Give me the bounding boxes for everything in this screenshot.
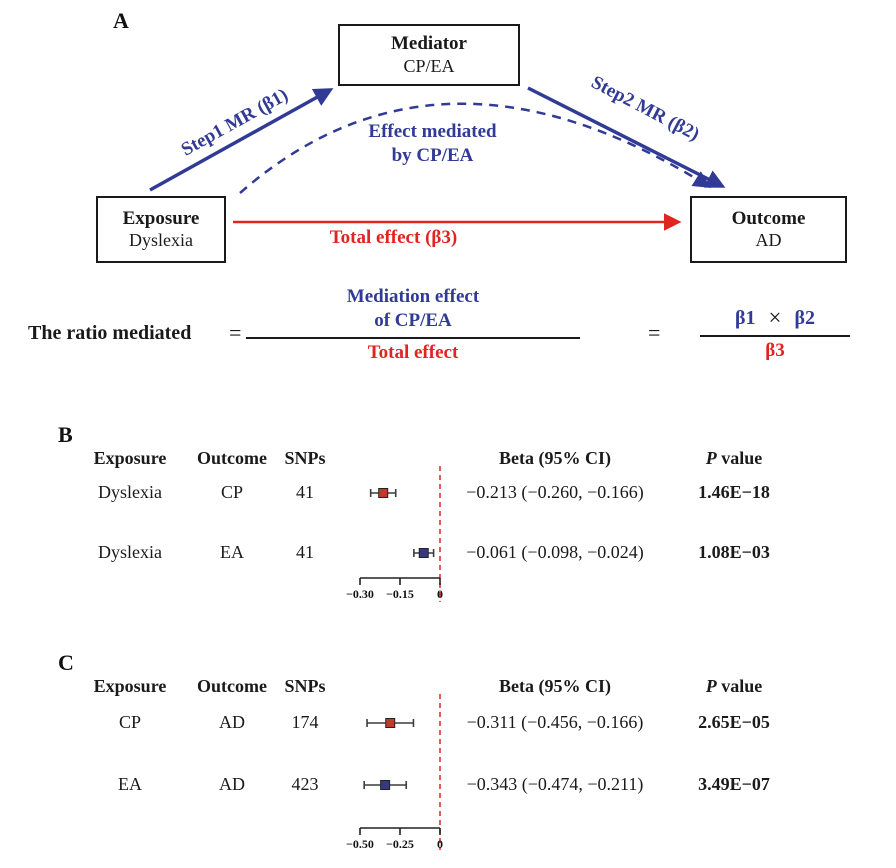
x-axis-tick-label: 0 [437, 837, 443, 851]
panel-c-forest-plot: C Exposure Outcome SNPs Beta (95% CI) P … [0, 648, 896, 868]
cell-pvalue: 2.65E−05 [698, 712, 770, 732]
fraction-bar [246, 336, 580, 339]
beta-point-marker [418, 548, 429, 558]
outcome-title: Outcome [731, 207, 806, 229]
mediation-fraction-numerator-line1: Mediation effect [346, 286, 480, 307]
column-header-pvalue: P value [678, 676, 790, 697]
beta-fraction: β1 × β2 β3 [700, 305, 850, 362]
equals-sign-1: = [229, 320, 242, 345]
panel-a-mediation-diagram: A Mediator CP/EA Exposure [0, 0, 896, 420]
exposure-title: Exposure [122, 207, 200, 229]
column-header-outcome: Outcome [197, 676, 267, 696]
cell-exposure: EA [118, 774, 142, 794]
total-effect-label: Total effect (β3) [329, 227, 458, 248]
x-axis-tick-label: −0.30 [346, 587, 374, 601]
cell-snps: 423 [291, 774, 319, 794]
x-axis-tick-label: −0.15 [386, 587, 414, 601]
cell-pvalue: 1.46E−18 [698, 482, 770, 502]
mediator-title: Mediator [391, 33, 467, 55]
cell-outcome: EA [220, 542, 244, 562]
panel-b-label: B [58, 422, 73, 447]
cell-exposure: Dyslexia [98, 482, 162, 502]
fraction-bar [700, 335, 850, 337]
cell-beta-ci: −0.061 (−0.098, −0.024) [466, 542, 644, 562]
x-axis-tick-label: −0.25 [386, 837, 414, 851]
beta-point-marker [378, 488, 389, 498]
ratio-mediated-equation: The ratio mediated = Mediation effect of… [0, 280, 896, 380]
step1-arrow [149, 88, 334, 192]
cell-snps: 41 [296, 542, 314, 562]
cell-snps: 174 [291, 712, 319, 732]
x-axis-tick-label: 0 [437, 587, 443, 601]
cell-outcome: AD [219, 712, 245, 732]
p-rest: value [716, 448, 763, 468]
beta-point-marker [385, 718, 396, 728]
panel-c-label: C [58, 650, 74, 675]
cell-beta-ci: −0.343 (−0.474, −0.211) [466, 774, 644, 794]
equals-sign-2: = [648, 320, 661, 345]
mediation-fraction-numerator: Mediation effect of CP/EA [347, 285, 479, 333]
mediation-fraction-denominator: Total effect [367, 341, 459, 363]
p-rest: value [716, 676, 763, 696]
exposure-subtitle: Dyslexia [129, 230, 193, 251]
panel-b-forest-plot: B Exposure Outcome SNPs Beta (95% CI) P … [0, 420, 896, 632]
column-header-snps: SNPs [284, 676, 326, 696]
multiply-sign: × [768, 305, 782, 330]
outcome-subtitle: AD [755, 230, 782, 251]
cell-exposure: Dyslexia [98, 542, 162, 562]
mediation-fraction: Mediation effect of CP/EA Total effect [246, 285, 580, 364]
exposure-box: Exposure Dyslexia [96, 196, 226, 263]
cell-outcome: AD [219, 774, 245, 794]
column-header-beta-ci: Beta (95% CI) [499, 448, 611, 468]
column-header-exposure: Exposure [93, 448, 167, 468]
column-header-snps: SNPs [284, 448, 326, 468]
x-axis-tick-label: −0.50 [346, 837, 374, 851]
panel-a-label: A [113, 8, 129, 33]
mediated-effect-label-line2: by CP/EA [391, 144, 474, 166]
p-italic: P [705, 448, 717, 468]
beta1-symbol: β1 [734, 306, 756, 329]
cell-pvalue: 1.08E−03 [698, 542, 770, 562]
step1-mr-label: Step1 MR (β1) [177, 84, 292, 161]
beta-fraction-denominator: β3 [765, 340, 785, 361]
mediated-effect-label-line1: Effect mediated [368, 121, 497, 142]
cell-snps: 41 [296, 482, 314, 502]
cell-outcome: CP [220, 482, 244, 502]
equation-lhs: The ratio mediated [28, 322, 192, 344]
beta2-symbol: β2 [794, 306, 816, 329]
beta-point-marker [380, 780, 391, 790]
cell-beta-ci: −0.213 (−0.260, −0.166) [466, 482, 644, 502]
cell-beta-ci: −0.311 (−0.456, −0.166) [466, 712, 644, 732]
cell-exposure: CP [118, 712, 142, 732]
column-header-outcome: Outcome [197, 448, 267, 468]
mediated-effect-label: Effect mediated by CP/EA [330, 120, 535, 168]
p-italic: P [705, 676, 717, 696]
step2-mr-label: Step2 MR (β2) [587, 71, 703, 146]
mediation-fraction-numerator-line2: of CP/EA [374, 309, 452, 331]
mediator-box: Mediator CP/EA [338, 24, 520, 86]
column-header-beta-ci: Beta (95% CI) [499, 676, 611, 696]
outcome-box: Outcome AD [690, 196, 847, 263]
mediator-subtitle: CP/EA [403, 55, 455, 76]
column-header-exposure: Exposure [93, 676, 167, 696]
beta-fraction-numerator: β1 × β2 [735, 305, 815, 331]
column-header-pvalue: P value [678, 448, 790, 469]
cell-pvalue: 3.49E−07 [698, 774, 770, 794]
